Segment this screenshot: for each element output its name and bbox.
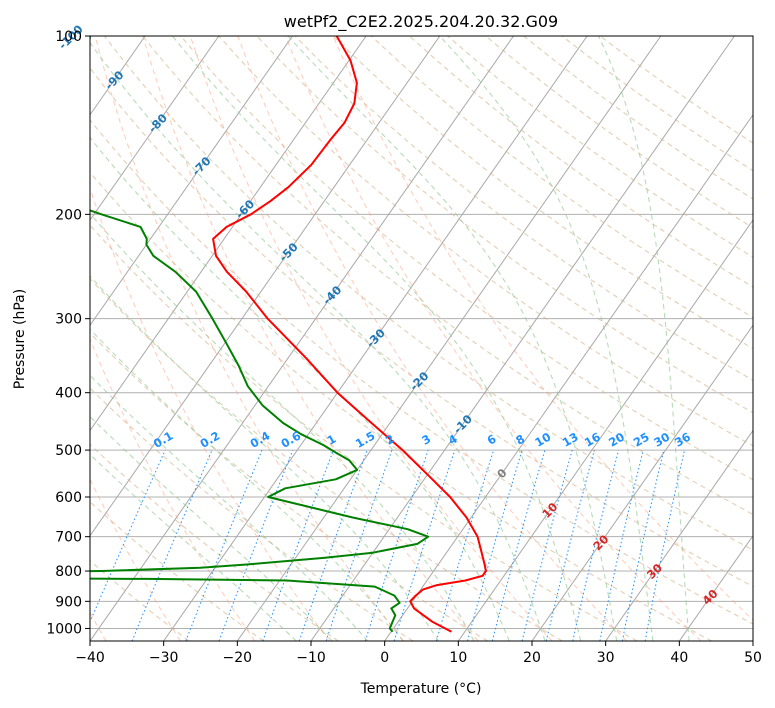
mixing-ratio-line: [218, 449, 294, 641]
reference-dashed-line: [284, 36, 702, 641]
isotherm-line: [163, 36, 588, 641]
isotherm-line: [90, 36, 367, 432]
reference-dashed-line: [90, 338, 256, 641]
mixing-ratio-line: [185, 449, 263, 641]
x-axis-ticks: −40 −30 −20 −10 0 10 20 30 40 50: [75, 641, 762, 666]
mixing-ratio-line: [262, 449, 334, 641]
chart-title: wetPf2_C2E2.2025.204.20.32.G09: [284, 12, 558, 32]
x-tick-label: 0: [380, 650, 389, 666]
x-tick-label: 20: [523, 650, 541, 666]
dry-adiabat: [90, 332, 488, 641]
moist-adiabat: [172, 36, 582, 641]
x-tick-label: 10: [449, 650, 467, 666]
mixing-ratio-line: [298, 449, 368, 641]
reference-dashed-line: [189, 36, 553, 641]
dry-adiabat: [103, 36, 753, 551]
y-axis-label: Pressure (hPa): [12, 289, 28, 389]
isotherm-line: [90, 36, 441, 537]
mixing-ratio-label: 30: [651, 430, 672, 450]
reference-dashed-line: [90, 478, 181, 641]
profile-lines: [90, 36, 487, 633]
mixing-ratio-line: [599, 449, 644, 641]
dry-adiabat: [90, 119, 753, 625]
mixing-ratio-line: [545, 449, 595, 641]
moist-adiabat: [90, 136, 510, 641]
moist-adiabat: [90, 212, 475, 641]
mixing-ratio-line: [131, 449, 213, 641]
mixing-ratio-label: 10: [532, 430, 553, 450]
y-tick-label: 300: [55, 312, 82, 328]
isotherm-line: [90, 36, 293, 327]
dry-adiabat: [90, 277, 563, 641]
plot-frame: [89, 35, 754, 642]
reference-dashed-line: [237, 36, 627, 641]
mixing-ratio-line: [90, 449, 166, 624]
mixing-ratio-line: [467, 449, 523, 641]
mixing-ratio-label: 25: [631, 430, 652, 450]
mixing-ratio-label: 16: [582, 430, 603, 450]
isotherm-line: [678, 534, 753, 641]
mixing-ratio-line: [491, 449, 546, 641]
background-lines: [90, 36, 753, 641]
dry-adiabat: [90, 67, 753, 588]
isotherm-line: [531, 324, 753, 641]
mixing-ratio-line: [364, 449, 429, 641]
y-tick-label: 400: [55, 386, 82, 402]
x-tick-label: −10: [296, 650, 326, 666]
mixing-ratio-line: [393, 449, 456, 641]
y-tick-label: 600: [55, 490, 82, 506]
y-tick-label: 800: [55, 564, 82, 580]
y-tick-label: 1000: [46, 621, 82, 637]
x-tick-label: −20: [223, 650, 253, 666]
mixing-ratio-line: [435, 449, 495, 641]
isotherm-line: [384, 113, 753, 641]
dewpoint-line: [90, 36, 430, 633]
dry-adiabat: [142, 36, 753, 516]
x-tick-label: −30: [149, 650, 179, 666]
dry-adiabat: [294, 36, 753, 381]
x-tick-label: 50: [744, 650, 762, 666]
dry-adiabat: [370, 36, 753, 319]
moist-adiabat: [439, 36, 654, 641]
isotherm-line: [457, 219, 753, 641]
mixing-ratio-label: 20: [606, 430, 627, 450]
mixing-ratio-line: [572, 449, 620, 641]
y-tick-label: 700: [55, 530, 82, 546]
mixing-ratio-line: [521, 449, 573, 641]
moist-adiabat: [90, 415, 333, 641]
isotherm-line: [90, 36, 514, 641]
isotherm-line: [90, 36, 220, 221]
isotherm-line: [605, 429, 753, 641]
temperature-line: [212, 36, 487, 633]
y-tick-label: 500: [55, 443, 82, 459]
dry-adiabat: [90, 387, 414, 641]
x-tick-label: −40: [75, 650, 105, 666]
moist-adiabat: [598, 36, 690, 641]
mixing-ratio-label: 13: [560, 430, 581, 450]
dry-adiabat: [256, 36, 753, 414]
x-axis-label: Temperature (°C): [360, 681, 482, 697]
reference-dashed-line: [90, 186, 330, 641]
y-tick-label: 100: [55, 29, 82, 45]
reference-dashed-line: [142, 36, 479, 641]
y-tick-label: 900: [55, 594, 82, 610]
mixing-ratio-line: [325, 449, 393, 641]
moist-adiabat: [90, 374, 369, 641]
mixing-ratio-label: 36: [672, 430, 693, 450]
y-tick-label: 200: [55, 207, 82, 223]
x-tick-label: 30: [597, 650, 615, 666]
y-axis-ticks: 100 200 300 400 500 600 700 800 900 1000: [46, 29, 90, 637]
dry-adiabat: [180, 36, 753, 481]
dry-adiabat: [90, 224, 638, 641]
isotherm-line: [236, 36, 662, 641]
moist-adiabat: [287, 36, 618, 641]
reference-dashed-line: [332, 36, 753, 621]
x-tick-label: 40: [670, 650, 688, 666]
